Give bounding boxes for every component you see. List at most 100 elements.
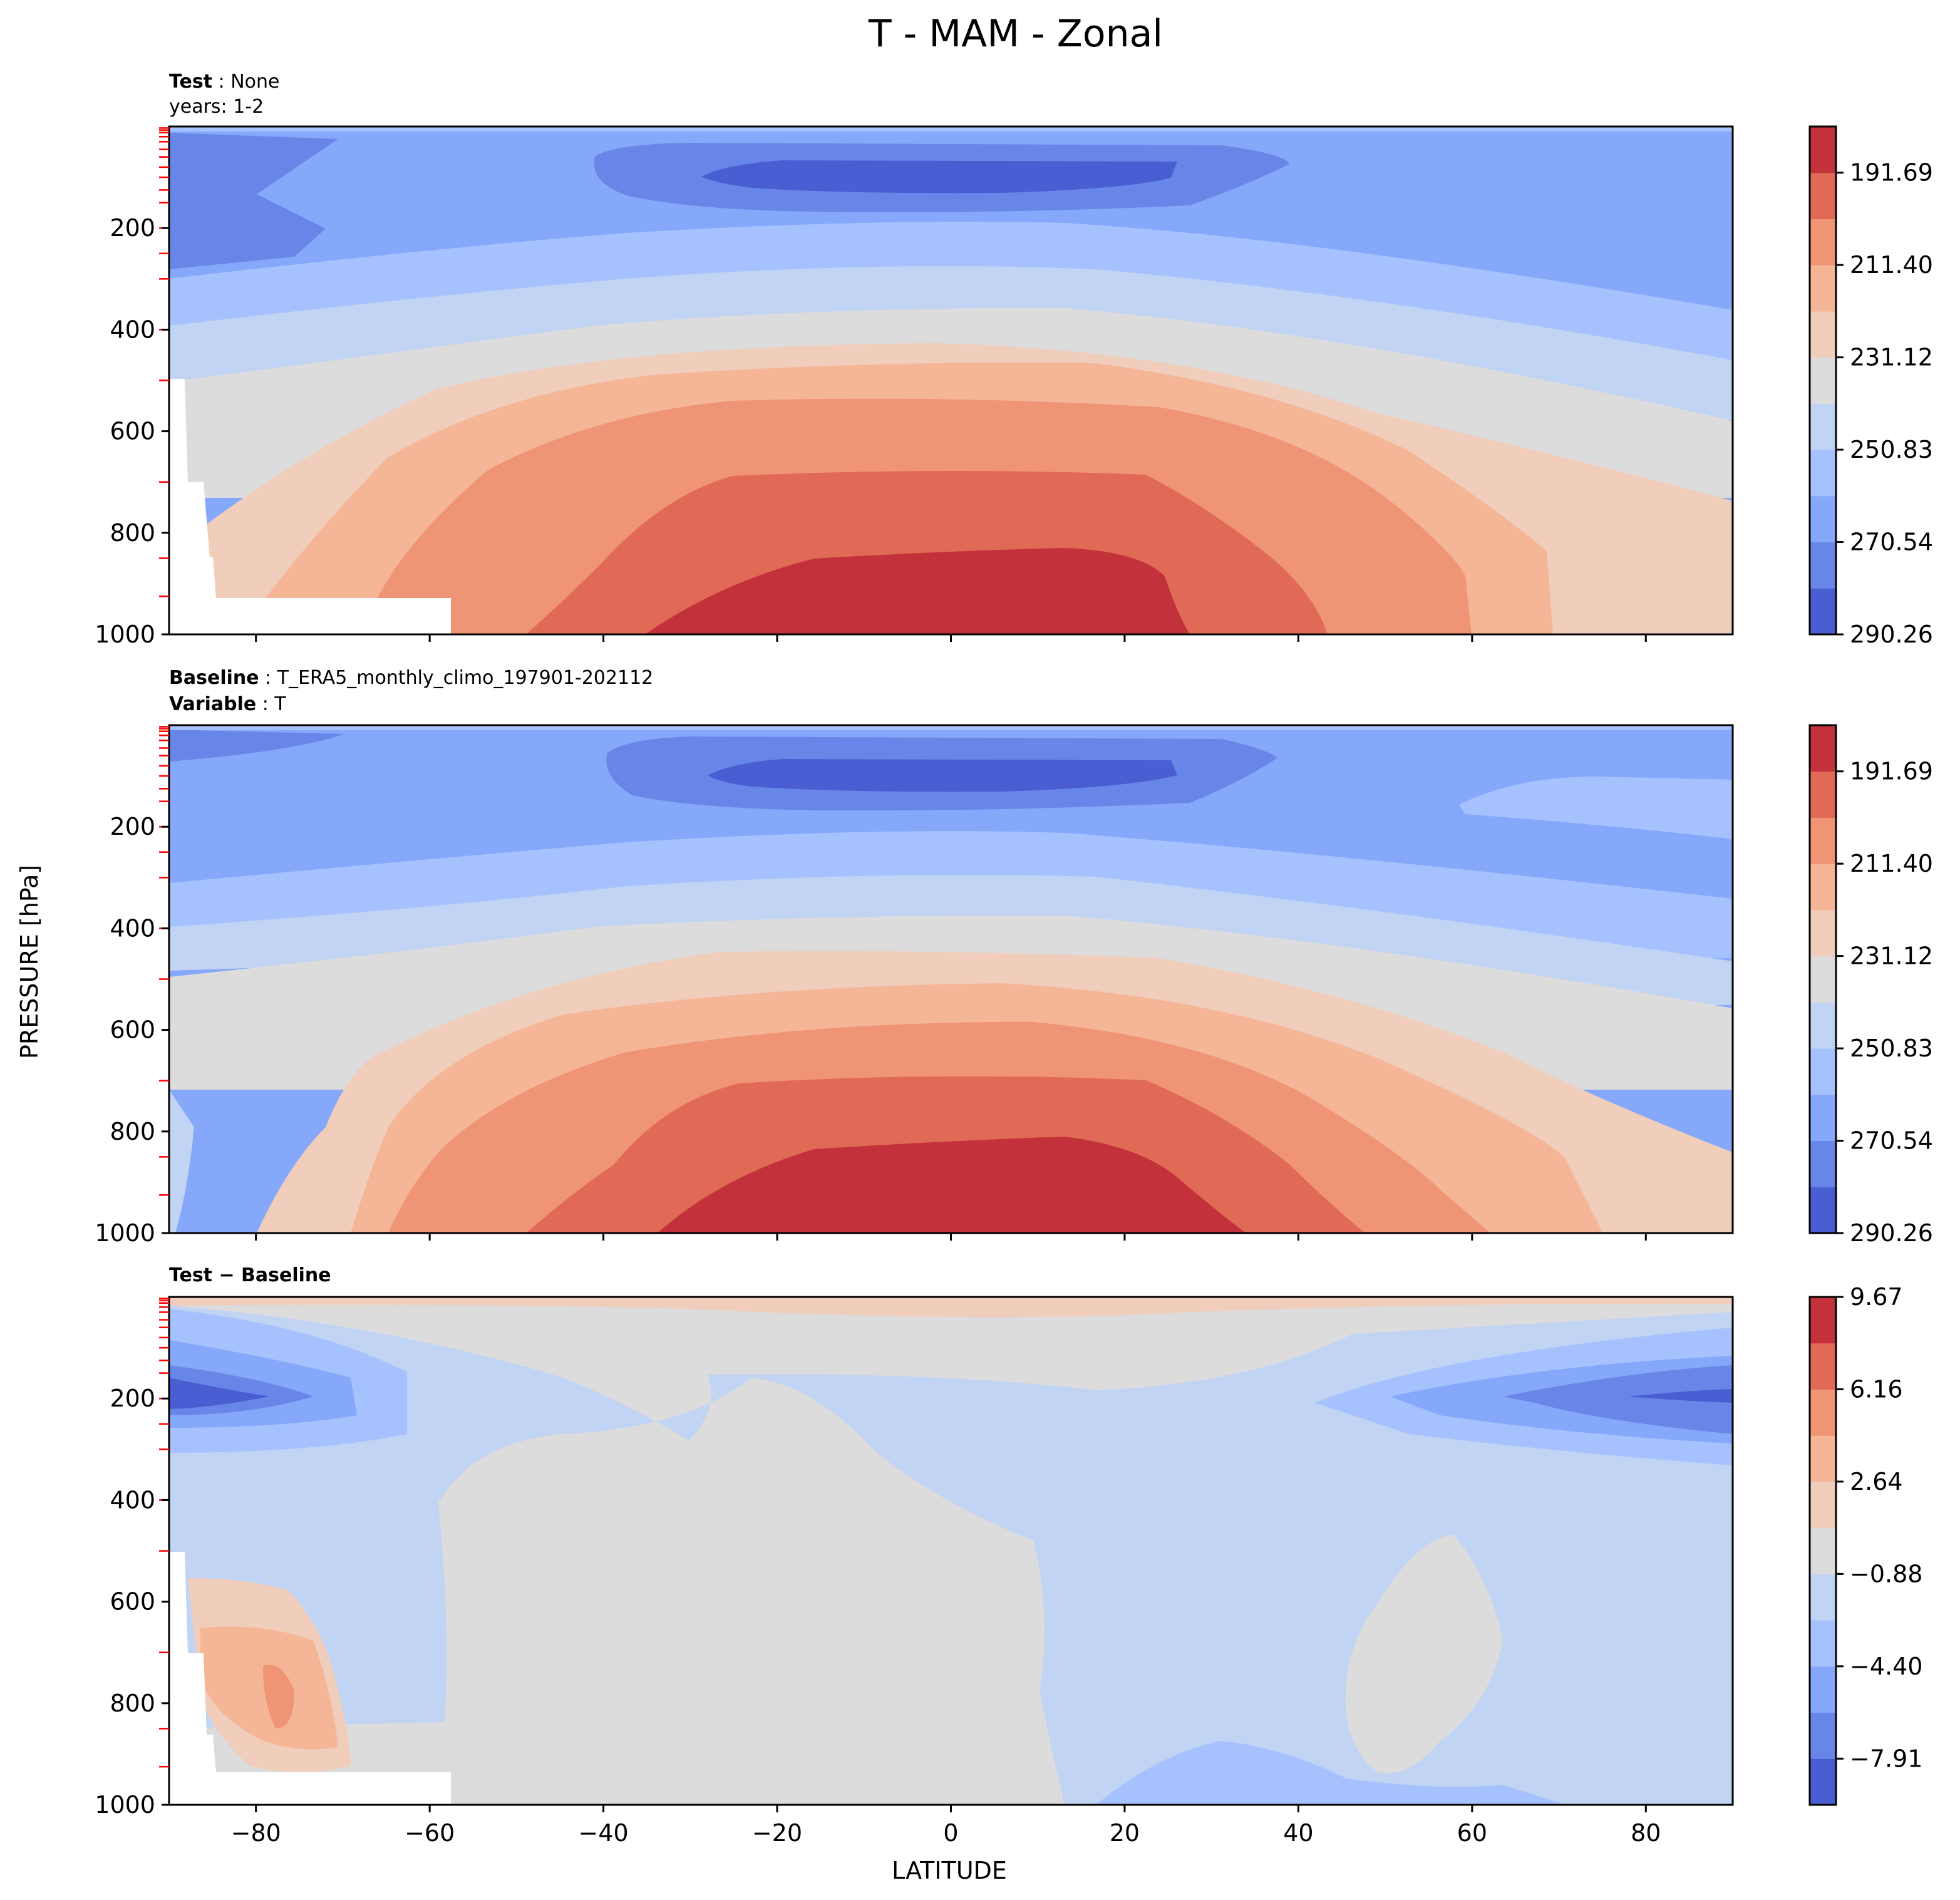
colorbar-segment [1810,1187,1836,1234]
colorbar-segment [1810,1389,1836,1436]
colorbar-tick-label: 250.83 [1850,1035,1933,1062]
missing-data-region [169,1552,451,1805]
x-tick-label: 60 [1457,1819,1487,1847]
y-tick-label: 800 [110,1690,155,1717]
colorbar-diff: 9.67 6.16 2.64 −0.88 −4.40 −7.91 [1808,1283,1922,1806]
panel-baseline: Baseline : T_ERA5_monthly_climo_197901-2… [95,667,1933,1247]
x-tick-label: −60 [405,1819,455,1847]
colorbar-segment [1810,817,1836,864]
colorbar-tick-label: 9.67 [1850,1283,1903,1311]
contour-band-c1 [169,730,344,762]
contour-band-c4 [169,1090,194,1233]
y-tick-label: 400 [110,316,155,343]
x-tick-label: −40 [579,1819,629,1847]
colorbar-segment [1810,542,1836,589]
y-tick-label: 600 [110,1588,155,1616]
colorbar-baseline: 191.69 211.40 231.12 250.83 270.54 290.26 [1808,724,1933,1247]
contour-band-c3 [169,126,1733,132]
contour-band-c0 [1628,1389,1733,1403]
contour-band-c5 [1345,1534,1503,1774]
colorbar-tick-label: 270.54 [1850,1127,1933,1155]
y-tick-label: 1000 [95,621,155,648]
contour-band-c3 [1096,1741,1565,1805]
panel-baseline-header-bold: Baseline [169,667,259,689]
colorbar-frame [1808,724,1837,1234]
panel-baseline-header-line2: Variable : T [169,693,286,715]
y-tick-label: 400 [110,914,155,942]
colorbar-segment [1810,1481,1836,1529]
panel-baseline-red-ticks [159,726,169,1196]
colorbar-segment [1810,1343,1836,1390]
colorbar-tick-label: −7.91 [1850,1745,1922,1772]
panel-baseline-header2-bold: Variable [169,693,256,715]
colorbar-frame [1808,1296,1837,1806]
panel-baseline-y-ticks: 200 400 600 800 1000 [95,813,169,1247]
colorbar-segment [1810,725,1836,772]
contour-band-c0 [708,759,1177,792]
colorbar-tick-label: 290.26 [1850,1219,1933,1247]
colorbar-segment [1810,219,1836,266]
panel-diff-contours [169,1297,1733,1805]
y-tick-label: 200 [110,1385,155,1412]
colorbar-tick-label: 290.26 [1850,621,1933,648]
y-tick-label: 1000 [95,1219,155,1247]
colorbar-tick-label: 211.40 [1850,850,1933,877]
x-tick-label: −80 [231,1819,281,1847]
colorbar-test: 191.69 211.40 231.12 250.83 270.54 290.26 [1808,125,1933,648]
x-tick-label: 40 [1283,1819,1313,1847]
panel-test: Test : None years: 1-2 200 400 600 800 1000 [95,71,1933,648]
colorbar-segment [1810,1094,1836,1142]
panel-baseline-x-ticks [255,1233,1647,1241]
colorbar-segment [1810,1758,1836,1805]
x-tick-label: 80 [1631,1819,1661,1847]
colorbar-tick-label: −4.40 [1850,1653,1922,1680]
contour-band-c8 [263,1665,294,1728]
panel-diff-red-ticks [159,1298,169,1768]
colorbar-segment [1810,172,1836,219]
colorbar-tick-label: 2.64 [1850,1468,1903,1495]
colorbar-tick-label: 211.40 [1850,251,1933,279]
y-tick-label: 800 [110,519,155,547]
panel-test-header2-rest: years: 1-2 [169,96,264,118]
panel-test-header-rest: : None [212,71,279,93]
contour-band-c6 [169,1298,1733,1318]
contour-band-c1 [1503,1365,1733,1434]
colorbar-segment [1810,1574,1836,1621]
colorbar-segment [1810,1435,1836,1482]
colorbar-tick-label: 231.12 [1850,344,1933,371]
colorbar-segment [1810,1620,1836,1667]
colorbar-segment [1810,909,1836,957]
colorbar-segment [1810,403,1836,450]
panel-diff-header-line1: Test − Baseline [169,1264,331,1286]
panel-baseline-header-line1: Baseline : T_ERA5_monthly_climo_197901-2… [169,667,653,689]
panel-diff-x-ticks: −80 −60 −40 −20 0 20 40 60 80 [231,1805,1661,1847]
y-tick-label: 600 [110,418,155,445]
colorbar-tick-label: 191.69 [1850,159,1933,187]
x-tick-label: 0 [943,1819,958,1847]
panel-test-x-ticks [255,634,1647,642]
missing-data-region [169,379,451,634]
panel-test-header-bold: Test [169,71,212,93]
contour-band-c4 [169,1306,1733,1805]
colorbar-segment [1810,450,1836,497]
x-tick-label: 20 [1110,1819,1140,1847]
colorbar-segment [1810,771,1836,818]
colorbar-tick-label: 231.12 [1850,942,1933,970]
y-tick-label: 400 [110,1486,155,1514]
y-tick-label: 600 [110,1016,155,1044]
panel-test-red-ticks [159,127,169,597]
contour-band-c1 [169,133,338,269]
colorbar-segment [1810,126,1836,173]
x-tick-label: −20 [752,1819,802,1847]
contour-band-c10 [645,548,1190,634]
contour-band-c0 [701,160,1177,194]
colorbar-segment [1810,1666,1836,1713]
colorbar-segment [1810,588,1836,635]
colorbar-segment [1810,956,1836,1003]
panel-diff-y-ticks: 200 400 600 800 1000 [95,1385,169,1819]
contour-band-c3 [1459,777,1733,839]
colorbar-tick-label: 6.16 [1850,1375,1903,1403]
colorbar-tick-label: −0.88 [1850,1560,1922,1588]
